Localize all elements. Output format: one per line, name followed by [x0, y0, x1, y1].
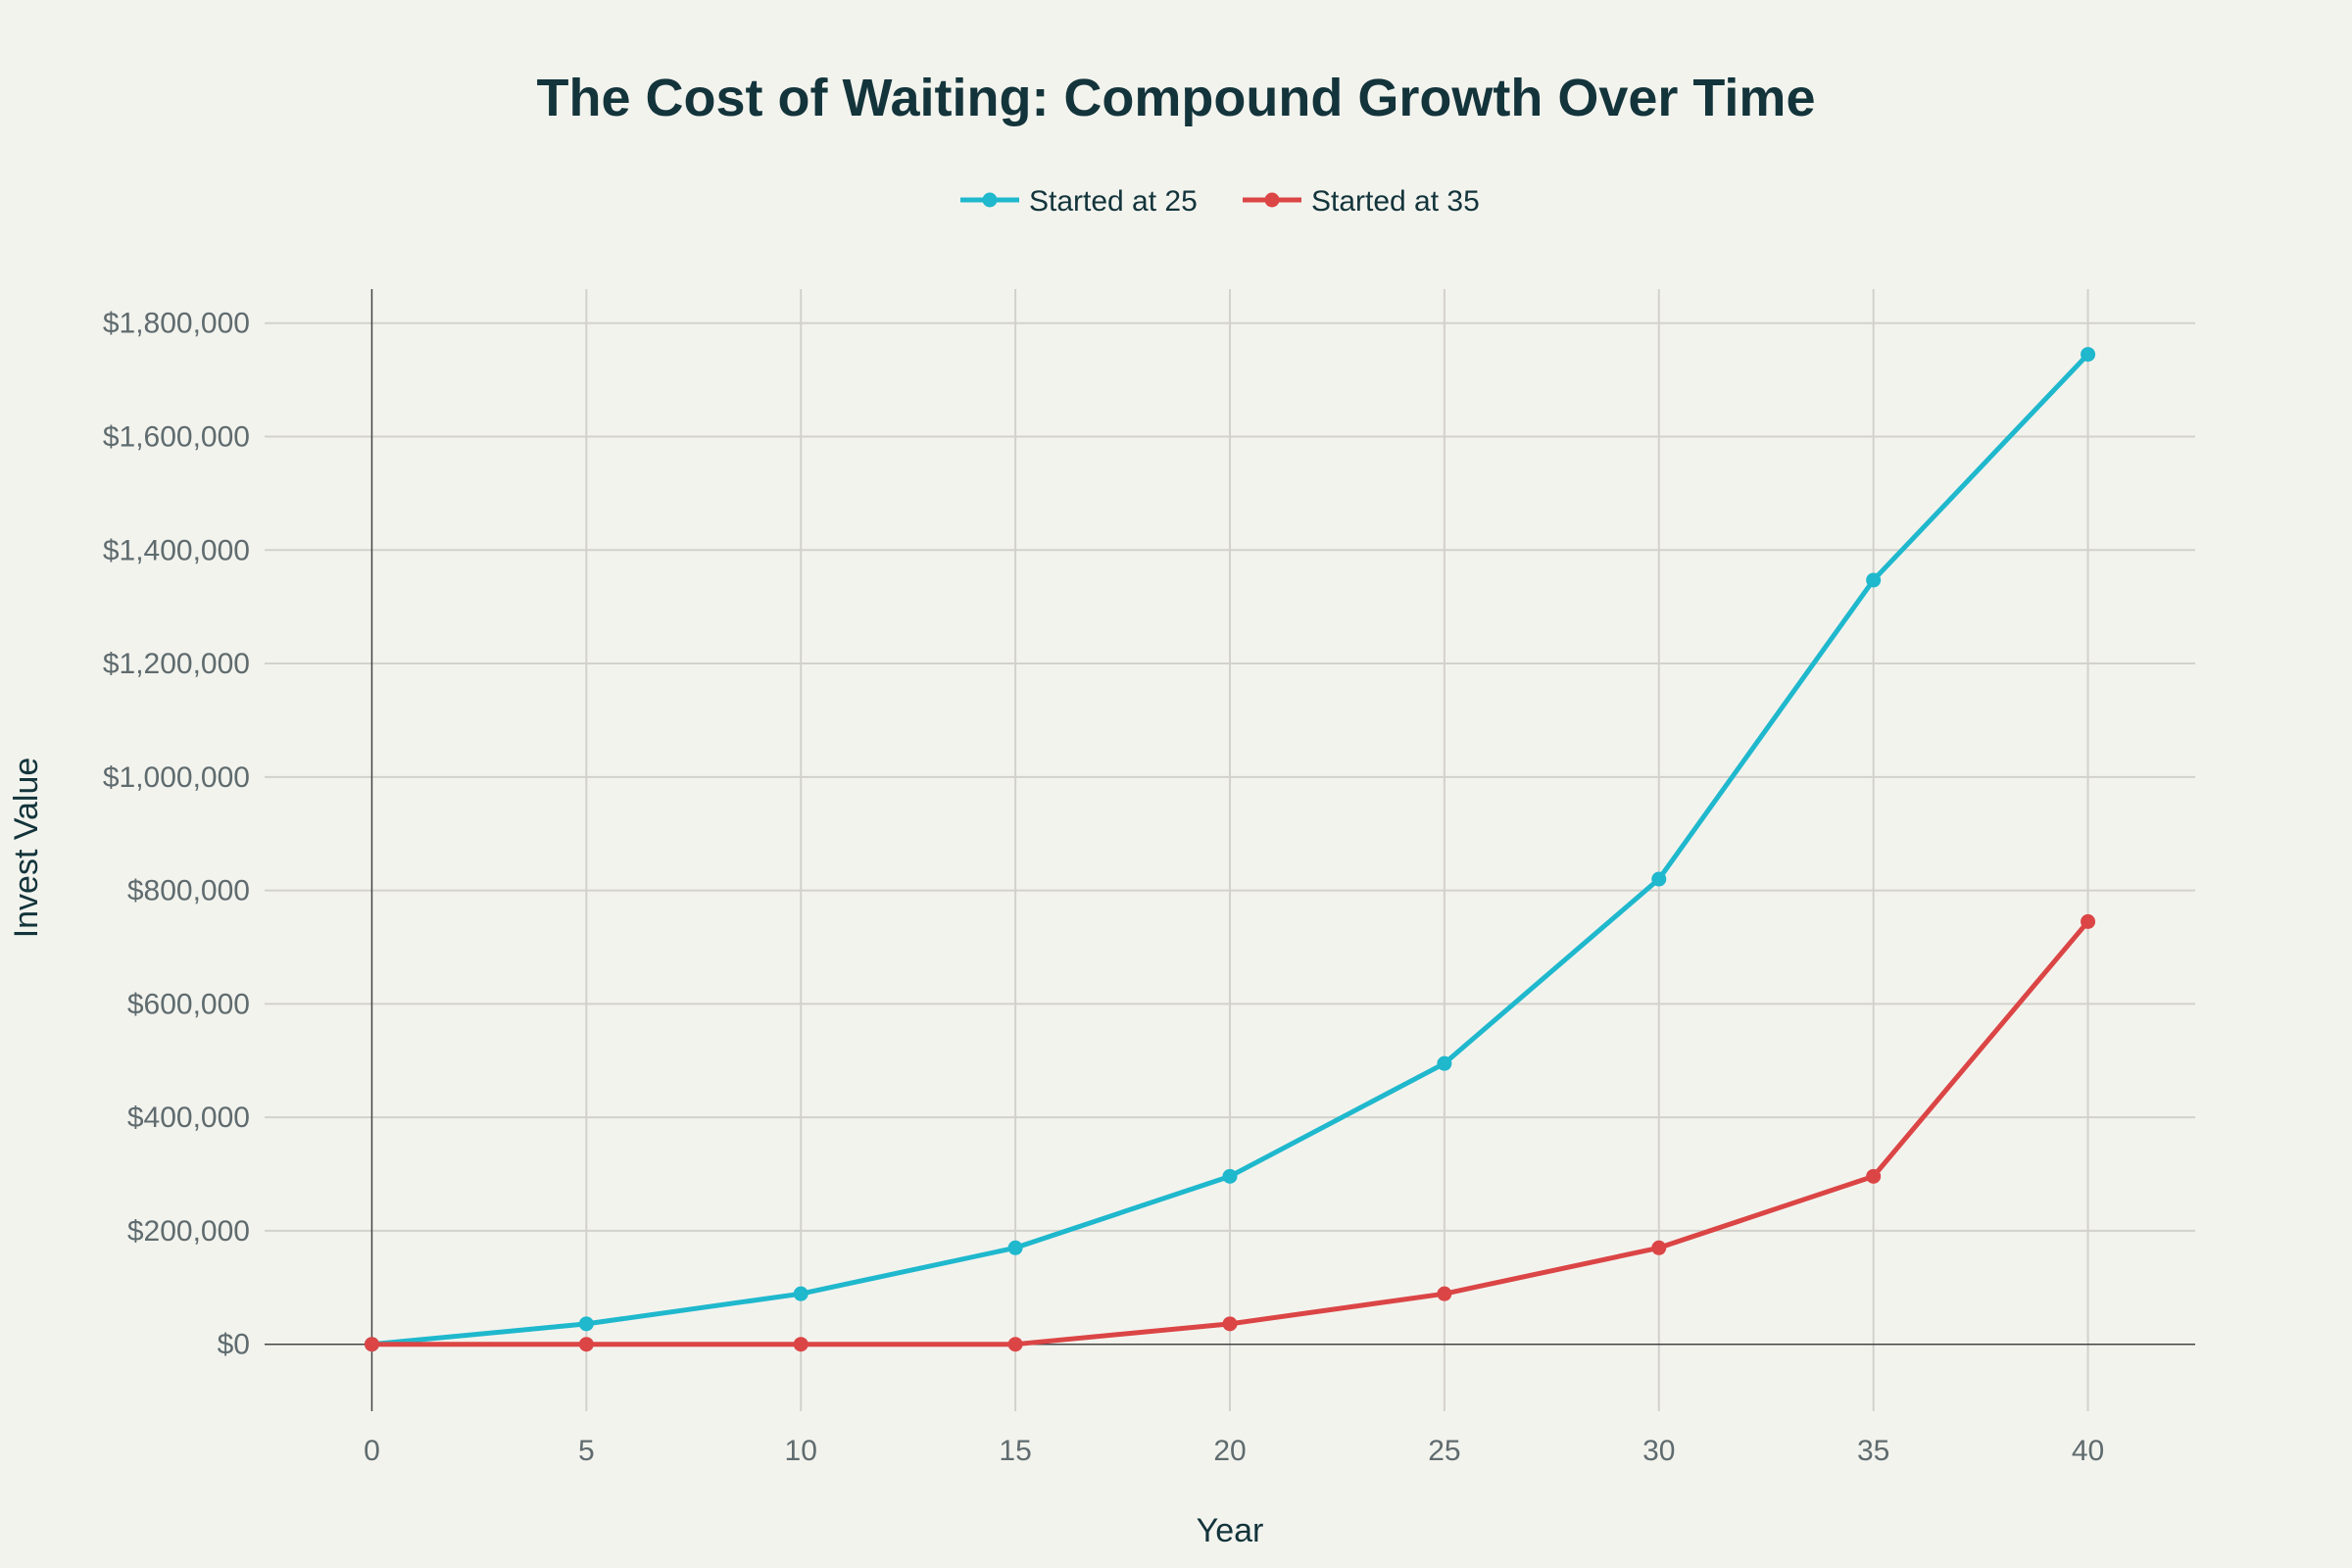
y-tick-label: $0	[218, 1329, 250, 1361]
data-point	[1007, 1337, 1023, 1352]
y-tick-label: $1,200,000	[103, 648, 250, 680]
y-tick-label: $200,000	[127, 1215, 250, 1248]
data-point	[1007, 1240, 1023, 1255]
x-tick-label: 30	[1642, 1435, 1675, 1467]
y-tick-label: $800,000	[127, 875, 250, 907]
x-tick-label: 15	[999, 1435, 1031, 1467]
data-point	[1866, 572, 1882, 588]
data-point	[793, 1286, 808, 1301]
data-point	[793, 1337, 808, 1352]
series-layer	[364, 347, 2096, 1352]
legend-label: Started at 35	[1311, 185, 1480, 218]
data-point	[1651, 1240, 1667, 1255]
data-point	[1866, 1168, 1882, 1184]
data-point	[1437, 1055, 1452, 1071]
y-tick-label: $1,400,000	[103, 534, 250, 566]
data-point	[1222, 1316, 1238, 1332]
x-tick-label: 25	[1428, 1435, 1460, 1467]
x-tick-label: 40	[2072, 1435, 2104, 1467]
x-tick-label: 10	[785, 1435, 817, 1467]
axes: $0 $200,000 $400,000 $600,000 $800,000 $1,000…	[103, 289, 2195, 1467]
chart-title: The Cost of Waiting: Compound Growth Ove…	[537, 69, 1816, 127]
data-point	[1437, 1286, 1452, 1301]
legend[interactable]: Started at 25 Started at 35	[960, 185, 1480, 218]
data-point	[364, 1337, 379, 1352]
data-point	[2081, 347, 2096, 363]
data-point	[578, 1337, 594, 1352]
y-tick-label: $1,600,000	[103, 421, 250, 454]
x-tick-label: 20	[1213, 1435, 1246, 1467]
grid	[265, 289, 2195, 1411]
legend-swatch-marker	[982, 192, 998, 208]
data-point	[1651, 871, 1667, 887]
legend-swatch-marker	[1264, 192, 1280, 208]
y-axis-label: Invest Value	[8, 758, 45, 939]
x-axis-label: Year	[1197, 1512, 1264, 1549]
data-point	[578, 1316, 594, 1332]
y-tick-label: $1,800,000	[103, 308, 250, 340]
data-point	[2081, 913, 2096, 929]
x-tick-label: 0	[364, 1435, 380, 1467]
data-point	[1222, 1168, 1238, 1184]
x-tick-label: 5	[578, 1435, 595, 1467]
x-tick-label: 35	[1857, 1435, 1889, 1467]
legend-label: Started at 25	[1029, 185, 1198, 218]
y-tick-label: $600,000	[127, 988, 250, 1020]
y-tick-label: $1,000,000	[103, 761, 250, 794]
y-tick-label: $400,000	[127, 1102, 250, 1134]
